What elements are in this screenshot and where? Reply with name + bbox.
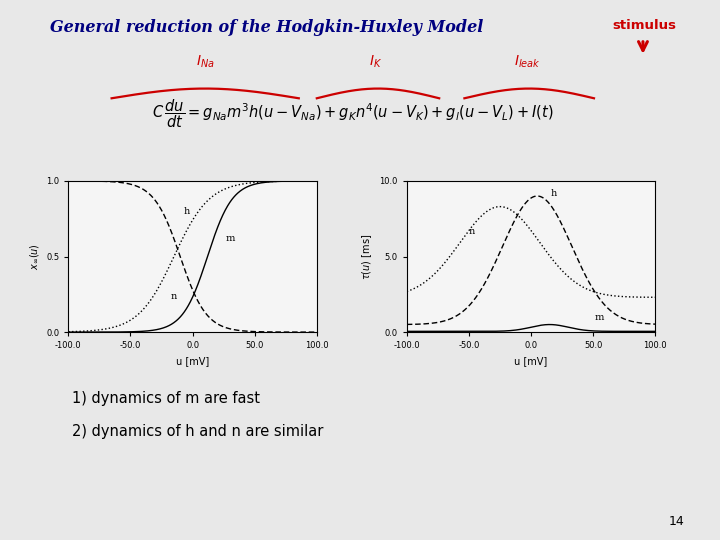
Text: $I_K$: $I_K$ bbox=[369, 54, 382, 70]
Text: n: n bbox=[468, 227, 474, 236]
Text: h: h bbox=[550, 189, 557, 198]
Y-axis label: $x_\infty(u)$: $x_\infty(u)$ bbox=[27, 243, 41, 270]
Y-axis label: $\tau(u)$ [ms]: $\tau(u)$ [ms] bbox=[360, 233, 374, 280]
Text: 2) dynamics of h and n are similar: 2) dynamics of h and n are similar bbox=[72, 424, 323, 439]
Text: n: n bbox=[171, 292, 177, 301]
Text: m: m bbox=[595, 313, 604, 322]
Text: 14: 14 bbox=[668, 515, 684, 528]
Text: 1) dynamics of m are fast: 1) dynamics of m are fast bbox=[72, 392, 260, 407]
Text: m: m bbox=[225, 234, 235, 244]
Text: h: h bbox=[184, 207, 189, 216]
Text: $I_{leak}$: $I_{leak}$ bbox=[513, 54, 541, 70]
Text: $C\,\dfrac{du}{dt} = g_{Na}m^3h(u-V_{Na}) + g_K n^4(u-V_K) + g_l(u-V_L) + I(t)$: $C\,\dfrac{du}{dt} = g_{Na}m^3h(u-V_{Na}… bbox=[152, 97, 554, 130]
X-axis label: u [mV]: u [mV] bbox=[514, 356, 548, 366]
Text: $I_{Na}$: $I_{Na}$ bbox=[196, 54, 215, 70]
X-axis label: u [mV]: u [mV] bbox=[176, 356, 210, 366]
Text: stimulus: stimulus bbox=[613, 19, 676, 32]
Text: General reduction of the Hodgkin-Huxley Model: General reduction of the Hodgkin-Huxley … bbox=[50, 19, 483, 36]
